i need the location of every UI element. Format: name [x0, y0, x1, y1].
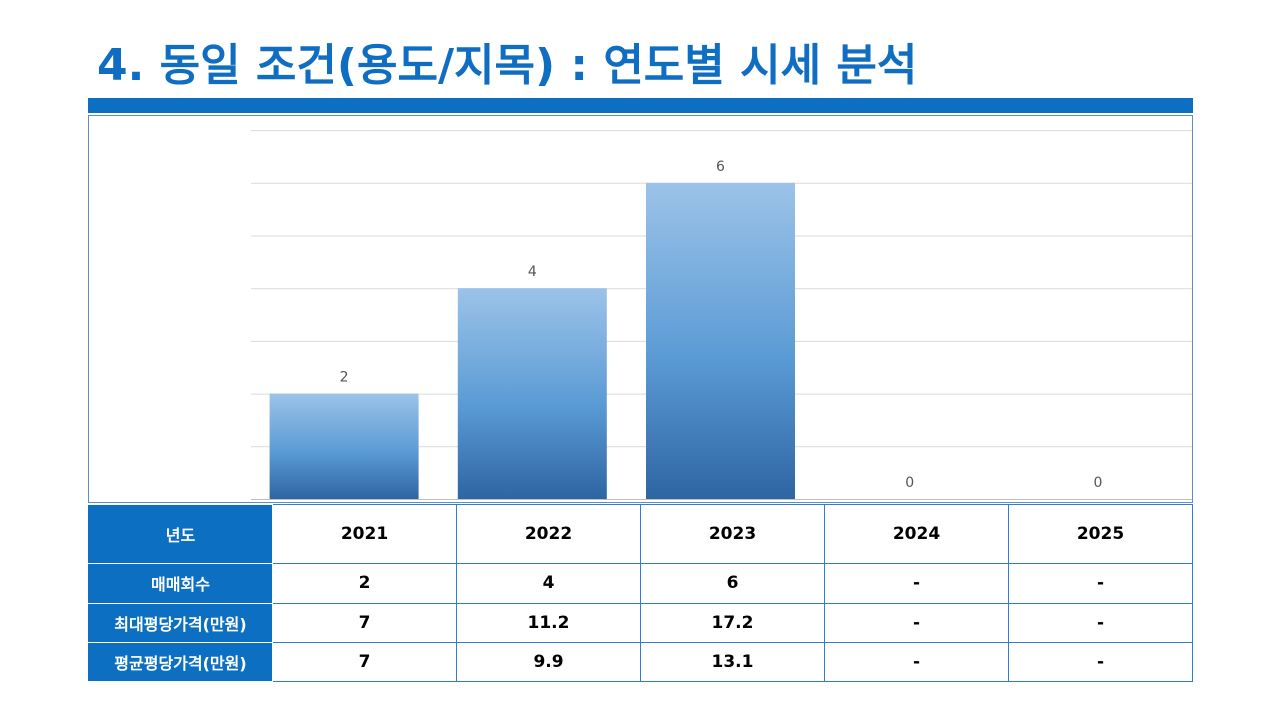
table-header-row: 년도 2021 2022 2023 2024 2025	[88, 503, 1193, 565]
data-label-2024: 0	[905, 475, 914, 491]
table-row: 최대평당가격(만원) 7 11.2 17.2 - -	[88, 602, 1193, 643]
year-cell: 2024	[824, 503, 1009, 565]
data-label-2025: 0	[1093, 475, 1102, 491]
table-cell: -	[1008, 563, 1193, 604]
table-cell: -	[824, 641, 1009, 683]
table-cell: 6	[640, 563, 825, 604]
table-cell: -	[1008, 641, 1193, 683]
row-label: 최대평당가격(만원)	[88, 602, 273, 643]
table-cell: 2	[272, 563, 457, 604]
data-label-2021: 2	[340, 370, 349, 386]
bar-chart-svg: 2 4 6 0 0	[251, 130, 1192, 500]
table-cell: 11.2	[456, 602, 641, 643]
title-underline-bar	[88, 98, 1193, 113]
table-header-label: 년도	[88, 503, 273, 565]
table-cell: -	[1008, 602, 1193, 643]
bar-2021	[269, 393, 419, 499]
data-label-2022: 4	[528, 264, 537, 280]
table-cell: 9.9	[456, 641, 641, 683]
year-cell: 2023	[640, 503, 825, 565]
data-labels: 2 4 6 0 0	[340, 159, 1103, 491]
year-cell: 2025	[1008, 503, 1193, 565]
slide-title: 4. 동일 조건(용도/지목) : 연도별 시세 분석	[97, 40, 918, 91]
table-cell: 4	[456, 563, 641, 604]
table-cell: 17.2	[640, 602, 825, 643]
table-cell: 13.1	[640, 641, 825, 683]
bar-chart: 2 4 6 0 0	[88, 115, 1193, 503]
table-row: 평균평당가격(만원) 7 9.9 13.1 - -	[88, 641, 1193, 683]
table-cell: 7	[272, 602, 457, 643]
data-label-2023: 6	[716, 159, 725, 175]
table-cell: -	[824, 563, 1009, 604]
yearly-price-table: 년도 2021 2022 2023 2024 2025 매매회수 2 4 6 -…	[88, 503, 1193, 683]
year-cell: 2022	[456, 503, 641, 565]
bars	[269, 182, 795, 500]
table-cell: 7	[272, 641, 457, 683]
row-label: 매매회수	[88, 563, 273, 604]
bar-2023	[646, 182, 795, 500]
year-cell: 2021	[272, 503, 457, 565]
row-label: 평균평당가격(만원)	[88, 641, 273, 683]
bar-2022	[457, 288, 607, 499]
table-cell: -	[824, 602, 1009, 643]
table-row: 매매회수 2 4 6 - -	[88, 563, 1193, 604]
